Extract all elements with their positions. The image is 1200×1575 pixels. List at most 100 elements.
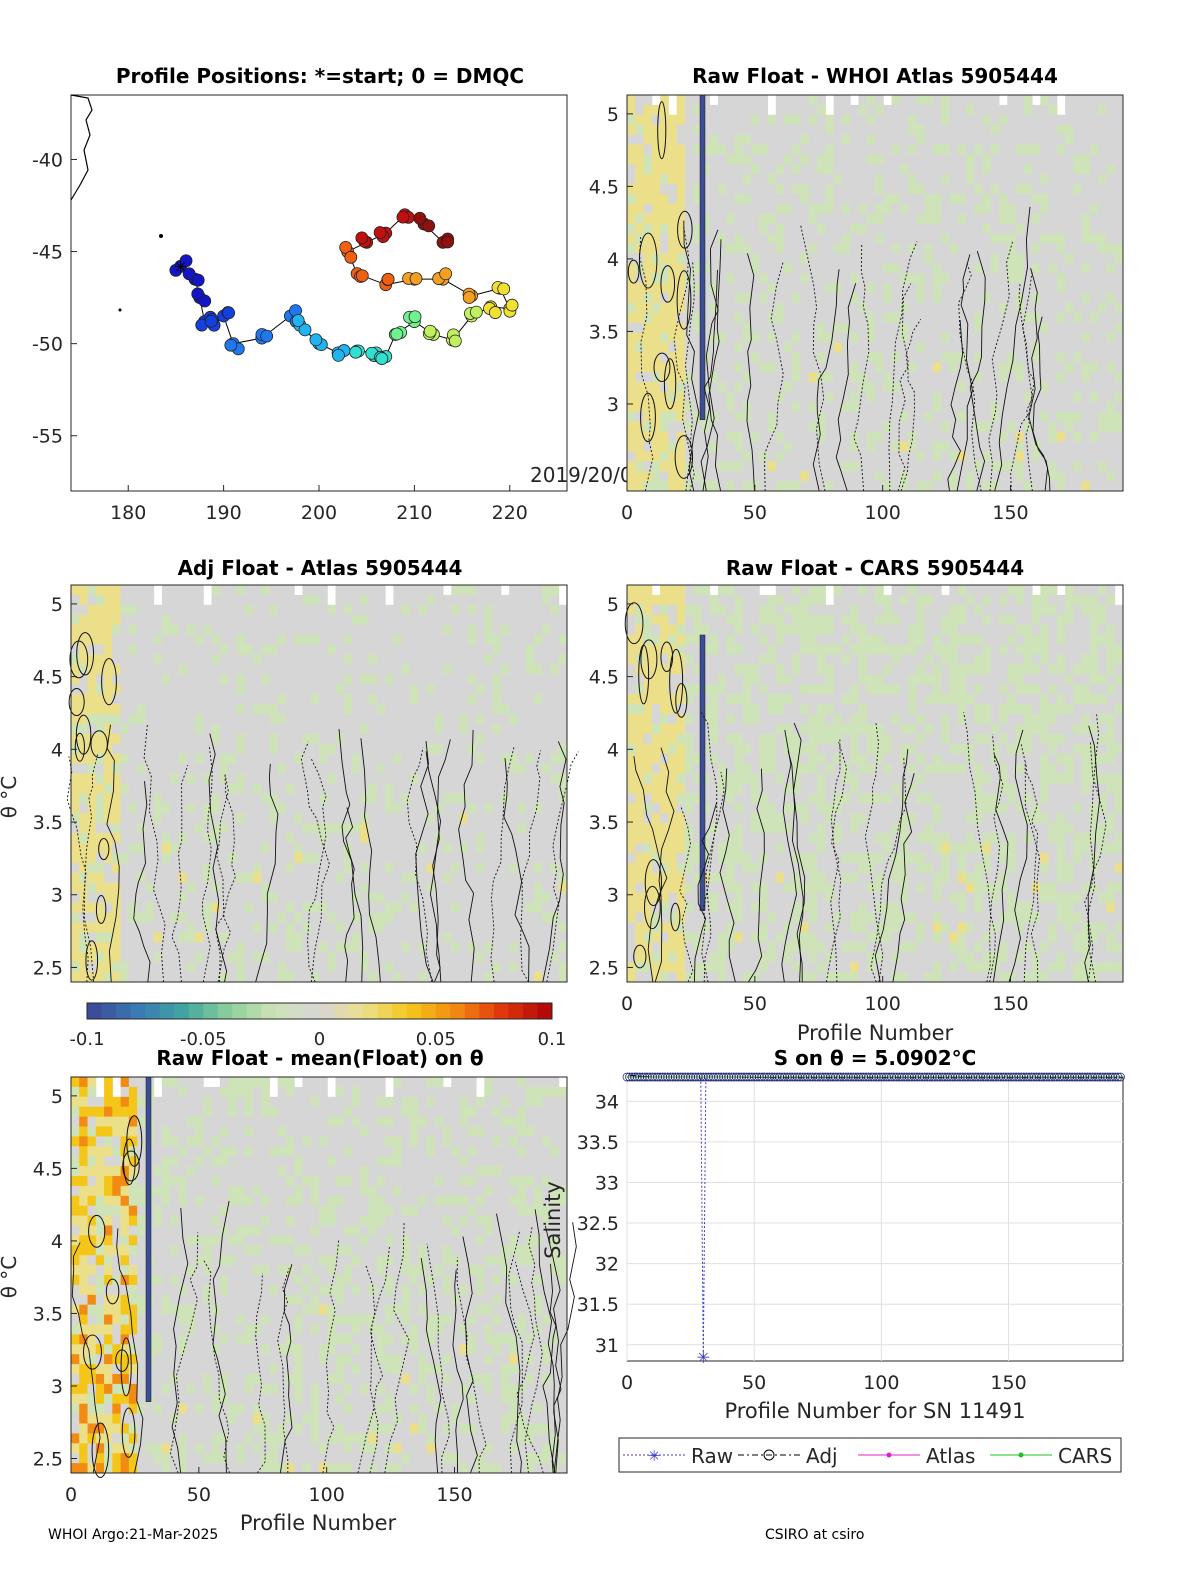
raw-atlas-cell <box>833 114 843 126</box>
adj-atlas-cell <box>252 674 262 685</box>
adj-atlas-cell <box>401 833 411 844</box>
adj-atlas-cell <box>352 912 361 923</box>
adj-atlas-cell <box>492 862 502 874</box>
raw-atlas-cell <box>949 441 959 452</box>
adj-atlas-cell <box>186 902 196 914</box>
adj-atlas-cell <box>426 684 436 695</box>
adj-atlas-contour <box>171 764 189 983</box>
adj-atlas-cell <box>476 823 485 834</box>
adj-atlas-cell <box>426 882 436 894</box>
raw-atlas-cell <box>899 273 909 284</box>
adj-atlas-cell <box>327 912 337 923</box>
adj-atlas-cell <box>368 773 378 784</box>
adj-atlas-cell <box>550 714 560 725</box>
raw-atlas-cell <box>990 134 1000 145</box>
adj-atlas-cell <box>492 813 502 824</box>
raw-atlas-cell <box>643 144 653 155</box>
map-title: Profile Positions: *=start; 0 = DMQC <box>115 64 525 88</box>
raw-atlas-cell <box>932 154 942 165</box>
raw-atlas-cell <box>660 124 669 136</box>
adj-atlas-cell <box>476 634 485 646</box>
adj-atlas-cell <box>71 793 80 804</box>
adj-atlas-contour <box>216 774 231 983</box>
raw-atlas-cell <box>643 243 653 254</box>
raw-atlas-cell <box>693 184 702 195</box>
adj-atlas-cell <box>451 763 461 775</box>
adj-atlas-cell <box>112 714 122 725</box>
adj-atlas-cell <box>203 644 213 655</box>
raw-atlas-cell <box>701 392 711 403</box>
raw-atlas-cell <box>1089 95 1099 106</box>
raw-atlas-cell <box>676 134 686 145</box>
raw-atlas-cell <box>660 114 669 126</box>
raw-atlas-cell <box>899 312 909 324</box>
raw-atlas-cell <box>833 431 843 442</box>
raw-atlas-cell <box>775 124 785 136</box>
adj-atlas-cell <box>558 823 568 834</box>
adj-atlas-cell <box>500 704 510 715</box>
adj-atlas-cell <box>302 852 312 864</box>
adj-atlas-contour <box>360 738 381 983</box>
adj-atlas-cell <box>533 723 543 735</box>
adj-atlas-cell <box>236 952 246 963</box>
raw-atlas-cell <box>1048 223 1058 235</box>
raw-atlas-cell <box>767 322 777 334</box>
adj-atlas-contour <box>520 750 542 983</box>
adj-atlas-cell <box>153 872 163 884</box>
adj-atlas-cell <box>87 614 97 626</box>
raw-atlas-cell <box>751 312 760 324</box>
raw-atlas-cell <box>726 441 735 452</box>
adj-atlas-cell <box>418 644 427 655</box>
adj-atlas-cell <box>451 882 461 894</box>
adj-atlas-cell <box>426 932 436 943</box>
raw-atlas-cell <box>1073 104 1083 116</box>
adj-atlas-cell <box>302 803 312 814</box>
adj-atlas-cell <box>302 763 312 775</box>
raw-atlas-cell <box>833 95 843 106</box>
raw-atlas-cell <box>1040 293 1050 304</box>
raw-atlas-cell <box>767 194 777 205</box>
adj-atlas-cell <box>385 892 394 904</box>
adj-atlas-cell <box>451 942 461 953</box>
raw-atlas-cell <box>1089 114 1099 126</box>
raw-atlas-cell <box>866 481 876 492</box>
raw-atlas-cell <box>668 213 678 225</box>
raw-atlas-cell <box>866 312 876 324</box>
adj-atlas-cell <box>443 942 452 953</box>
raw-atlas-cell <box>999 352 1008 363</box>
raw-atlas-cell <box>643 263 653 274</box>
raw-atlas-cell <box>627 273 636 284</box>
adj-atlas-cell <box>558 882 568 894</box>
raw-atlas-cell <box>891 362 901 373</box>
raw-atlas-cell <box>767 411 777 423</box>
raw-atlas-cell <box>990 203 1000 215</box>
raw-atlas-cell <box>751 174 760 185</box>
raw-atlas-cell <box>627 401 636 413</box>
raw-atlas-cell <box>1032 253 1041 264</box>
adj-atlas-cell <box>120 972 130 983</box>
adj-atlas-cell <box>195 942 204 953</box>
raw-atlas-cell <box>1056 253 1066 264</box>
raw-atlas-cell <box>751 372 760 383</box>
raw-atlas-cell <box>932 322 942 334</box>
raw-atlas-cell <box>883 124 893 136</box>
raw-atlas-cell <box>1048 392 1058 403</box>
raw-atlas-cell <box>866 302 876 314</box>
raw-atlas-cell <box>742 322 752 334</box>
raw-atlas-cell <box>1098 332 1107 343</box>
raw-atlas-cell <box>850 401 859 413</box>
raw-atlas-cell <box>858 213 868 225</box>
raw-atlas-cell <box>833 164 843 175</box>
adj-atlas-cell <box>426 723 436 735</box>
raw-atlas-cell <box>825 293 835 304</box>
adj-atlas-cell <box>219 743 229 755</box>
adj-atlas-cell <box>426 694 436 705</box>
adj-atlas-cell <box>269 922 279 933</box>
raw-atlas-cell <box>825 213 835 225</box>
adj-atlas-cell <box>335 823 345 834</box>
adj-atlas-cell <box>385 823 394 834</box>
adj-atlas-cell <box>525 694 535 705</box>
adj-atlas-cell <box>161 952 171 963</box>
raw-atlas-cell <box>941 481 950 492</box>
adj-atlas-cell <box>509 634 518 646</box>
